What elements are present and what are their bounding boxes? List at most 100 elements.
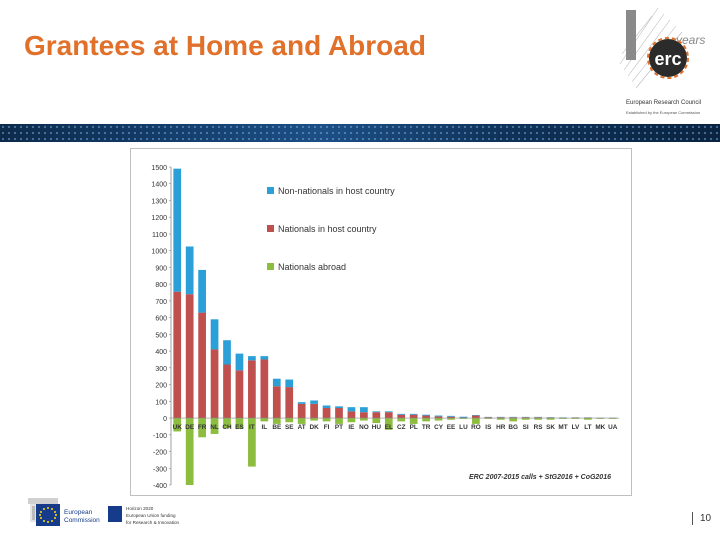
bar-nationals-bg (509, 417, 518, 419)
bar-abroad-is (484, 418, 493, 419)
x-tick-label-se: SE (285, 424, 294, 431)
bar-abroad-cy (434, 418, 443, 421)
bar-abroad-ua (608, 418, 617, 419)
x-tick-label-lv: LV (572, 424, 580, 431)
legend-label-2: Nationals abroad (278, 262, 346, 272)
bar-nationals-nl (210, 349, 219, 419)
bar-abroad-pl (409, 418, 418, 424)
bar-nationals-hu (372, 412, 381, 419)
x-tick-label-de: DE (185, 424, 195, 431)
chart-frame: 1500 1400 1300 1200 1100 1000 900 800 700 600 500 4… (130, 148, 632, 496)
y-tick-label: 500 (155, 332, 167, 339)
bar-non-nationals-il (260, 356, 269, 360)
bar-abroad-mk (596, 418, 605, 419)
legend-swatch-0 (267, 187, 274, 194)
y-tick-label: 1500 (151, 165, 167, 172)
x-tick-label-mk: MK (595, 424, 605, 431)
bar-abroad-mt (559, 418, 567, 419)
legend-swatch-1 (267, 225, 274, 232)
bar-abroad-fr (198, 418, 206, 438)
bar-non-nationals-cy (434, 415, 443, 417)
bar-nationals-fi (322, 408, 331, 419)
bar-non-nationals-ee (447, 415, 455, 417)
x-tick-label-be: BE (272, 424, 282, 431)
y-tick-label: 1300 (151, 198, 167, 205)
logo-mark: erc (654, 49, 681, 69)
page-title: Grantees at Home and Abroad (24, 30, 426, 61)
y-tick-label: -300 (153, 466, 167, 473)
bar-abroad-cz (397, 418, 406, 422)
x-tick-label-at: AT (298, 424, 306, 431)
bar-nationals-at (297, 403, 306, 419)
bar-nationals-pl (409, 414, 418, 419)
bar-abroad-il (260, 418, 269, 422)
bar-nationals-ee (447, 416, 455, 419)
bar-nationals-ro (472, 415, 480, 419)
bar-non-nationals-lu (459, 416, 468, 418)
bar-nationals-cy (434, 416, 443, 419)
bar-abroad-pt (335, 418, 343, 424)
page-number-divider (692, 512, 693, 525)
ec-name-line2: Commission (64, 517, 100, 524)
x-tick-label-lt: LT (584, 424, 591, 431)
bar-nationals-it (248, 360, 256, 419)
x-tick-label-tr: TR (422, 424, 431, 431)
bar-abroad-nl (210, 418, 219, 434)
bar-abroad-tr (422, 418, 430, 422)
y-tick-label: 700 (155, 299, 167, 306)
bar-nationals-be (272, 386, 281, 419)
bar-abroad-lu (459, 418, 468, 419)
x-tick-label-ua: UA (608, 424, 618, 431)
page-number: 10 (700, 513, 712, 524)
legend-label-0: Non-nationals in host country (278, 186, 395, 196)
x-tick-label-ee: EE (447, 424, 456, 431)
x-tick-label-pl: PL (410, 424, 418, 431)
bar-non-nationals-pt (335, 406, 343, 409)
bar-nationals-cz (397, 414, 406, 419)
bar-non-nationals-fi (322, 405, 331, 409)
bar-nationals-se (285, 387, 294, 419)
y-tick-label: -400 (153, 483, 167, 490)
bar-nationals-hr (496, 417, 505, 419)
chart-annotation: ERC 2007-2015 calls + StG2016 + CoG2016 (469, 474, 611, 481)
bar-nationals-pt (335, 408, 343, 419)
h2020-flag-icon (108, 506, 122, 522)
bar-abroad-ro (472, 418, 480, 424)
y-tick-label: -200 (153, 450, 167, 457)
eu-flag-icon (36, 504, 60, 526)
bar-abroad-bg (509, 418, 518, 422)
bar-abroad-it (248, 418, 256, 467)
bar-nationals-ch (223, 364, 231, 419)
footer-logos: European Commission Horizon 2020 Europea… (28, 498, 180, 526)
bar-non-nationals-de (185, 246, 194, 295)
x-tick-label-cy: CY (434, 424, 444, 431)
y-tick-label: 600 (155, 316, 167, 323)
x-tick-label-nl: NL (210, 424, 219, 431)
x-tick-label-pt: PT (335, 424, 343, 431)
y-tick-label: 1400 (151, 182, 167, 189)
x-tick-label-sk: SK (546, 424, 555, 431)
bar-abroad-at (297, 418, 306, 424)
bar-non-nationals-es (235, 353, 244, 371)
bar-non-nationals-pl (409, 413, 418, 415)
bar-nationals-es (235, 370, 244, 419)
bar-nationals-il (260, 359, 269, 419)
x-tick-label-fi: FI (324, 424, 330, 431)
bar-nationals-ie (347, 411, 356, 419)
bar-abroad-ee (447, 418, 455, 420)
y-tick-label: 1100 (152, 232, 167, 239)
bar-abroad-dk (310, 418, 318, 421)
bar-abroad-no (360, 418, 368, 421)
bar-non-nationals-it (248, 356, 256, 361)
bar-non-nationals-no (360, 407, 368, 413)
y-tick-label: -100 (153, 433, 167, 440)
bar-non-nationals-el (384, 411, 393, 413)
legend-label-1: Nationals in host country (278, 224, 377, 234)
bar-non-nationals-ch (223, 340, 231, 365)
bar-abroad-se (285, 418, 294, 423)
bar-non-nationals-tr (422, 414, 430, 416)
decorative-band-pattern (0, 124, 720, 142)
logo-years: years (675, 33, 705, 47)
bar-abroad-rs (534, 418, 542, 420)
bar-non-nationals-at (297, 402, 306, 404)
